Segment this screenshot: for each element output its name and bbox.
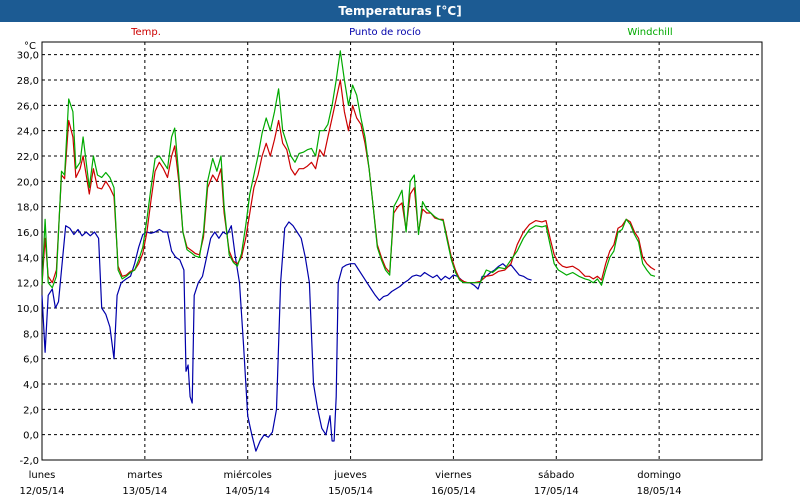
y-axis-unit-label: °C: [24, 41, 36, 52]
y-tick-label: 8,0: [23, 329, 39, 340]
y-tick-label: 6,0: [23, 355, 39, 366]
x-tick-date: 13/05/14: [122, 486, 167, 497]
plot-area: [41, 41, 763, 461]
y-tick-label: -2,0: [19, 456, 39, 467]
y-tick-label: 24,0: [17, 127, 39, 138]
legend-entry: Temp.: [130, 27, 161, 38]
y-tick-label: 2,0: [23, 405, 39, 416]
x-tick-day: jueves: [333, 470, 367, 481]
y-tick-label: 28,0: [17, 76, 39, 87]
x-tick-date: 15/05/14: [328, 486, 373, 497]
y-tick-label: 14,0: [17, 253, 39, 264]
series-lines: [41, 50, 656, 452]
x-tick-date: 12/05/14: [20, 486, 65, 497]
y-tick-label: 18,0: [17, 203, 39, 214]
y-tick-label: 10,0: [17, 304, 39, 315]
x-tick-date: 16/05/14: [431, 486, 476, 497]
y-tick-label: 0,0: [23, 431, 39, 442]
y-axis: -2,0 0,0 2,0 4,0 6,0 8,0 10,0 12,0 14,0 16,0 18,0 2…: [17, 51, 39, 467]
legend-entry: Windchill: [627, 27, 672, 38]
x-tick-date: 17/05/14: [534, 486, 579, 497]
x-axis: lunes 12/05/14 martes 13/05/14 miércoles 14/0…: [20, 469, 682, 497]
window-title: Temperaturas [°C]: [0, 0, 800, 22]
x-tick-day: domingo: [637, 470, 681, 481]
y-tick-label: 22,0: [17, 152, 39, 163]
legend: Temp. Punto de rocío Windchill: [130, 26, 673, 38]
y-tick-label: 26,0: [17, 101, 39, 112]
x-tick-day: lunes: [29, 470, 56, 481]
y-tick-label: 20,0: [17, 177, 39, 188]
series-line: [41, 50, 656, 289]
y-tick-label: 16,0: [17, 228, 39, 239]
series-line: [41, 221, 532, 452]
y-tick-label: 4,0: [23, 380, 39, 391]
x-tick-day: sábado: [538, 469, 574, 481]
x-tick-date: 14/05/14: [225, 486, 270, 497]
y-tick-label: 12,0: [17, 279, 39, 290]
legend-entry: Punto de rocío: [349, 26, 421, 38]
x-tick-day: martes: [127, 470, 162, 481]
y-tick-label: 30,0: [17, 51, 39, 62]
x-tick-day: viernes: [435, 470, 471, 481]
x-tick-date: 18/05/14: [637, 486, 682, 497]
x-tick-day: miércoles: [224, 469, 272, 481]
